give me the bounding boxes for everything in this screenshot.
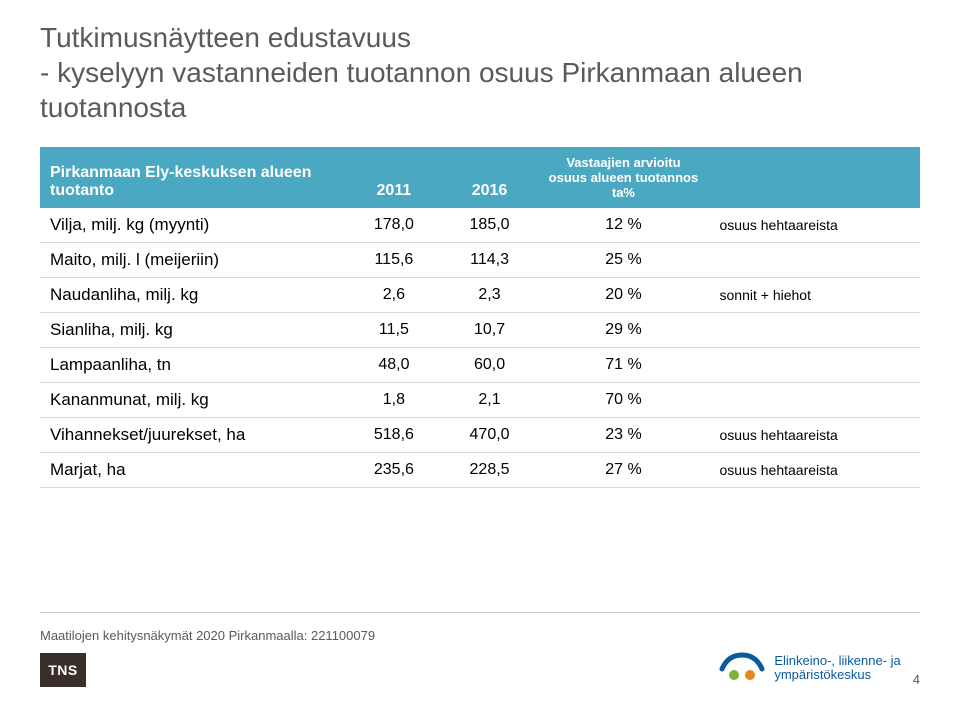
cell-2011: 115,6 (346, 243, 442, 278)
cell-pct: 70 % (537, 383, 709, 418)
cell-2016: 2,3 (442, 278, 538, 313)
cell-note (710, 243, 920, 278)
cell-note: sonnit + hiehot (710, 278, 920, 313)
cell-2016: 10,7 (442, 313, 538, 348)
cell-2016: 114,3 (442, 243, 538, 278)
data-table: Pirkanmaan Ely-keskuksen alueen tuotanto… (40, 147, 920, 488)
cell-label: Lampaanliha, tn (40, 348, 346, 383)
cell-label: Sianliha, milj. kg (40, 313, 346, 348)
tns-logo: TNS (40, 653, 86, 687)
th-note (710, 147, 920, 208)
table-row: Maito, milj. l (meijeriin) 115,6 114,3 2… (40, 243, 920, 278)
table-row: Lampaanliha, tn 48,0 60,0 71 % (40, 348, 920, 383)
th-pct: Vastaajien arvioitu osuus alueen tuotann… (537, 147, 709, 208)
cell-note: osuus hehtaareista (710, 418, 920, 453)
cell-2016: 2,1 (442, 383, 538, 418)
cell-label: Kananmunat, milj. kg (40, 383, 346, 418)
cell-label: Naudanliha, milj. kg (40, 278, 346, 313)
cell-pct: 29 % (537, 313, 709, 348)
cell-pct: 20 % (537, 278, 709, 313)
cell-label: Vilja, milj. kg (myynti) (40, 208, 346, 243)
cell-2016: 60,0 (442, 348, 538, 383)
footer-note: Maatilojen kehitysnäkymät 2020 Pirkanmaa… (40, 628, 375, 643)
ely-logo-icon (718, 649, 766, 687)
cell-label: Marjat, ha (40, 453, 346, 488)
cell-2011: 1,8 (346, 383, 442, 418)
cell-pct: 12 % (537, 208, 709, 243)
cell-label: Vihannekset/juurekset, ha (40, 418, 346, 453)
table-row: Kananmunat, milj. kg 1,8 2,1 70 % (40, 383, 920, 418)
table-row: Vihannekset/juurekset, ha 518,6 470,0 23… (40, 418, 920, 453)
th-2011: 2011 (346, 147, 442, 208)
cell-note (710, 313, 920, 348)
table-row: Vilja, milj. kg (myynti) 178,0 185,0 12 … (40, 208, 920, 243)
cell-pct: 71 % (537, 348, 709, 383)
cell-2016: 228,5 (442, 453, 538, 488)
cell-note: osuus hehtaareista (710, 453, 920, 488)
cell-2011: 235,6 (346, 453, 442, 488)
slide-title: Tutkimusnäytteen edustavuus- kyselyyn va… (40, 20, 920, 125)
cell-pct: 25 % (537, 243, 709, 278)
cell-2016: 470,0 (442, 418, 538, 453)
th-label: Pirkanmaan Ely-keskuksen alueen tuotanto (40, 147, 346, 208)
cell-2011: 48,0 (346, 348, 442, 383)
ely-logo-text: Elinkeino-, liikenne- ja ympäristökeskus (774, 654, 900, 683)
cell-pct: 27 % (537, 453, 709, 488)
ely-logo: Elinkeino-, liikenne- ja ympäristökeskus (718, 649, 900, 687)
cell-2011: 2,6 (346, 278, 442, 313)
cell-2011: 178,0 (346, 208, 442, 243)
ely-line1: Elinkeino-, liikenne- ja (774, 654, 900, 668)
page-number: 4 (913, 672, 920, 687)
cell-2011: 11,5 (346, 313, 442, 348)
cell-label: Maito, milj. l (meijeriin) (40, 243, 346, 278)
footer-divider (40, 612, 920, 613)
table-row: Sianliha, milj. kg 11,5 10,7 29 % (40, 313, 920, 348)
cell-note (710, 348, 920, 383)
ely-line2: ympäristökeskus (774, 668, 900, 682)
cell-note (710, 383, 920, 418)
cell-note: osuus hehtaareista (710, 208, 920, 243)
cell-pct: 23 % (537, 418, 709, 453)
cell-2011: 518,6 (346, 418, 442, 453)
table-row: Marjat, ha 235,6 228,5 27 % osuus hehtaa… (40, 453, 920, 488)
table-row: Naudanliha, milj. kg 2,6 2,3 20 % sonnit… (40, 278, 920, 313)
th-2016: 2016 (442, 147, 538, 208)
cell-2016: 185,0 (442, 208, 538, 243)
